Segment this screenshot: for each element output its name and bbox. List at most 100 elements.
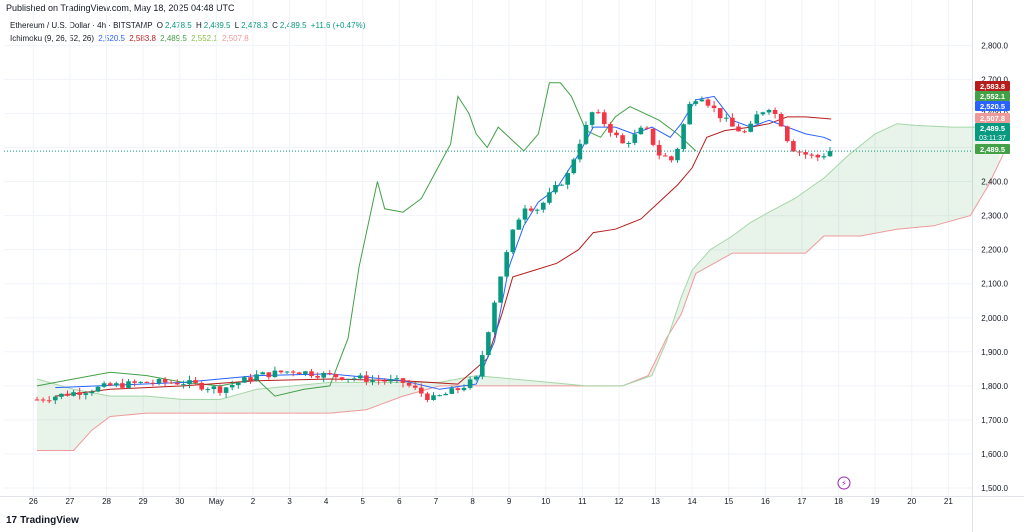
candle-body <box>760 112 766 115</box>
candle-body <box>821 156 827 158</box>
lightning-icon: ⚡ <box>841 479 847 488</box>
candle-body <box>132 381 137 383</box>
x-tick-label: 17 <box>797 497 806 506</box>
candle-body <box>724 117 729 119</box>
candle-body <box>394 378 400 380</box>
tradingview-brand: TradingView <box>20 515 79 526</box>
x-tick-label: 26 <box>29 497 38 506</box>
y-tick-label: 2,200.0 <box>981 246 1008 255</box>
x-tick-label: 13 <box>651 497 660 506</box>
candle-body <box>65 393 70 396</box>
candle-body <box>53 396 58 401</box>
candle-body <box>425 393 430 400</box>
candle-body <box>260 372 265 375</box>
price-tag-label: 2,489.5 <box>980 145 1005 154</box>
high-value: 2,489.5 <box>203 21 231 30</box>
x-tick-label: 11 <box>578 497 587 506</box>
symbol-title[interactable]: Ethereum / U.S. Dollar · 4h · BITSTAMP <box>10 21 153 30</box>
x-tick-label: 20 <box>907 497 916 506</box>
candle-body <box>266 372 272 378</box>
candle-body <box>736 126 741 132</box>
candle-body <box>297 372 302 375</box>
x-tick-label: 9 <box>507 497 512 506</box>
indicator-legend: Ichimoku (9, 26, 52, 26) 2,520.5 2,583.8… <box>10 34 251 43</box>
low-value: 2,478.3 <box>241 21 268 30</box>
candle-body <box>321 373 326 378</box>
y-tick-label: 2,300.0 <box>981 212 1008 221</box>
candle-body <box>327 373 333 374</box>
candle-body <box>589 112 595 125</box>
span-a-value: 2,552.1 <box>191 34 218 43</box>
candle-body <box>522 208 528 220</box>
candle-body <box>778 114 784 127</box>
indicator-title[interactable]: Ichimoku (9, 26, 52, 26) <box>10 34 95 43</box>
price-tag-label: 2,552.1 <box>980 92 1005 101</box>
candle-body <box>223 387 229 393</box>
candle-body <box>193 380 198 383</box>
close-label: C <box>272 21 278 30</box>
x-tick-label: 2 <box>251 497 256 506</box>
candle-body <box>608 124 613 133</box>
candle-body <box>638 127 644 135</box>
candle-body <box>199 382 204 390</box>
y-tick-label: 1,500.0 <box>981 484 1008 493</box>
candle-body <box>467 379 473 388</box>
candle-body <box>717 108 723 119</box>
candle-body <box>120 383 125 388</box>
open-label: O <box>156 21 164 30</box>
candle-body <box>681 124 686 149</box>
candle-body <box>602 112 607 125</box>
candle-body <box>504 252 509 277</box>
candle-body <box>89 391 95 394</box>
candle-body <box>181 384 186 386</box>
candle-body <box>290 371 296 373</box>
candle-body <box>656 144 662 156</box>
candle-body <box>443 393 448 396</box>
candle-body <box>217 386 223 393</box>
candle-body <box>547 192 552 203</box>
y-tick-label: 2,100.0 <box>981 280 1008 289</box>
countdown-label: 03:11:37 <box>979 135 1006 142</box>
candle-body <box>187 380 192 385</box>
candle-body <box>138 381 143 383</box>
senkou-span-a-line <box>36 123 1004 400</box>
price-tag <box>975 101 1010 111</box>
candle-body <box>345 378 351 380</box>
candle-body <box>95 386 101 392</box>
x-tick-label: 15 <box>724 497 733 506</box>
candle-body <box>309 371 314 376</box>
candle-body <box>449 388 455 394</box>
candle-body <box>144 381 150 383</box>
tradingview-logo-icon: 17 <box>6 515 18 526</box>
candle-body <box>650 128 656 145</box>
candle-body <box>571 159 577 174</box>
candle-body <box>406 382 412 386</box>
x-tick-label: 10 <box>541 497 550 506</box>
candle-body <box>278 370 284 373</box>
candle-body <box>156 379 162 384</box>
candle-body <box>333 374 339 378</box>
candle-body <box>431 395 436 400</box>
symbol-legend: Ethereum / U.S. Dollar · 4h · BITSTAMP O… <box>10 21 367 30</box>
x-tick-label: 14 <box>688 497 697 506</box>
candle-body <box>40 399 46 401</box>
candle-body <box>242 377 247 383</box>
candle-body <box>83 393 89 395</box>
candle-body <box>595 112 601 114</box>
published-caption: Published on TradingView.com, May 18, 20… <box>6 3 235 13</box>
y-tick-label: 1,900.0 <box>981 348 1008 357</box>
y-tick-label: 2,000.0 <box>981 314 1008 323</box>
candle-body <box>528 208 534 211</box>
candle-body <box>632 134 638 143</box>
event-marker-icon <box>837 476 851 490</box>
candle-body <box>370 379 375 382</box>
candle-body <box>388 379 394 382</box>
x-tick-label: 16 <box>761 497 770 506</box>
candle-body <box>284 371 290 373</box>
candle-body <box>59 393 64 397</box>
x-tick-label: 28 <box>102 497 111 506</box>
candle-body <box>272 370 278 378</box>
candle-body <box>71 392 76 396</box>
x-tick-label: 27 <box>65 497 74 506</box>
